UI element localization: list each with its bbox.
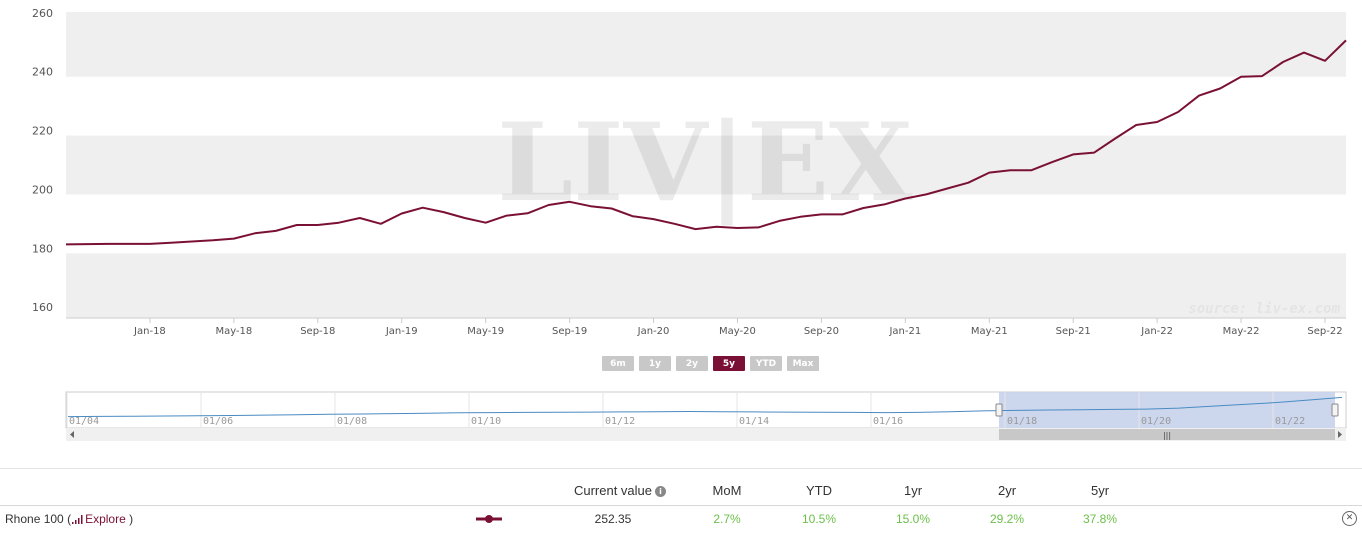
range-button-1y[interactable]: 1y xyxy=(639,356,671,371)
x-tick-label: Jan-20 xyxy=(637,326,670,337)
x-axis: Jan-18 May-18 Sep-18 Jan-19 May-19 Sep-19 Jan-… xyxy=(133,318,1343,337)
navigator-ticks: 01/04 01/06 01/08 01/10 01/12 01/14 01/16 01/18… xyxy=(66,392,1305,428)
y-tick-label: 160 xyxy=(32,301,53,314)
range-button-2y[interactable]: 2y xyxy=(676,356,708,371)
series-legend-marker-icon xyxy=(476,515,502,523)
y-tick-label: 240 xyxy=(32,66,53,79)
bar-chart-icon xyxy=(72,515,83,524)
range-button-5y[interactable]: 5y xyxy=(713,356,745,371)
x-tick-label: Sep-18 xyxy=(300,326,335,337)
navigator-tick-label: 01/14 xyxy=(739,416,769,427)
navigator-left-handle[interactable] xyxy=(995,403,1003,417)
scroll-left-arrow-icon[interactable] xyxy=(70,431,74,438)
navigator-tick-label: 01/18 xyxy=(1007,416,1037,427)
range-selector: 6m 1y 2y 5y YTD Max xyxy=(602,356,819,371)
x-tick-label: May-19 xyxy=(467,326,504,337)
y-axis: 160 180 200 220 240 260 xyxy=(32,7,53,314)
x-tick-label: May-18 xyxy=(215,326,252,337)
navigator-tick-label: 01/12 xyxy=(605,416,635,427)
navigator-tick-label: 01/04 xyxy=(69,416,99,427)
navigator-tick-label: 01/20 xyxy=(1141,416,1171,427)
plot-band xyxy=(66,12,1346,18)
x-tick-label: Sep-20 xyxy=(804,326,839,337)
index-row-rhone-100: Rhone 100 (Explore ) 252.35 2.7% 10.5% 1… xyxy=(0,512,1362,528)
navigator-tick-label: 01/08 xyxy=(337,416,367,427)
source-watermark: source: liv-ex.com xyxy=(1188,301,1340,317)
chart-area: LIV|EX source: liv-ex.com 160 180 200 220 24… xyxy=(32,7,1347,441)
scroll-right-arrow-icon[interactable] xyxy=(1338,431,1342,438)
plot-band xyxy=(66,253,1346,313)
current-value: 252.35 xyxy=(594,512,632,526)
info-icon[interactable]: i xyxy=(655,486,667,497)
plot-band xyxy=(66,312,1346,318)
navigator-tick-label: 01/06 xyxy=(203,416,233,427)
index-name-cell: Rhone 100 (Explore ) xyxy=(5,512,134,526)
plot-band xyxy=(66,17,1346,77)
header-2yr: 2yr xyxy=(997,483,1017,498)
y-tick-label: 180 xyxy=(32,242,53,255)
explore-link[interactable]: Explore xyxy=(85,512,126,526)
navigator-tick-label: 01/10 xyxy=(471,416,501,427)
livex-watermark: LIV|EX xyxy=(497,100,913,226)
5yr-value: 37.8% xyxy=(1082,512,1118,526)
2yr-value: 29.2% xyxy=(989,512,1025,526)
range-button-max[interactable]: Max xyxy=(787,356,819,371)
y-tick-label: 220 xyxy=(32,125,53,138)
header-mom: MoM xyxy=(712,483,742,498)
summary-header-row: Current value i MoM YTD 1yr 2yr 5yr xyxy=(0,483,1362,499)
y-tick-label: 200 xyxy=(32,183,53,196)
1yr-value: 15.0% xyxy=(895,512,931,526)
summary-row-divider xyxy=(0,505,1362,506)
x-tick-label: Sep-21 xyxy=(1056,326,1091,337)
remove-row-close-icon[interactable]: ✕ xyxy=(1342,511,1357,526)
scrollbar-grip-icon: ||| xyxy=(1163,431,1171,440)
plot-band xyxy=(66,135,1346,195)
plot-bands xyxy=(66,12,1346,319)
range-button-ytd[interactable]: YTD xyxy=(750,356,782,371)
header-1yr: 1yr xyxy=(903,483,923,498)
x-tick-label: Sep-19 xyxy=(552,326,587,337)
x-tick-label: May-21 xyxy=(971,326,1008,337)
range-button-6m[interactable]: 6m xyxy=(602,356,634,371)
navigator-tick-label: 01/22 xyxy=(1275,416,1305,427)
index-name: Rhone 100 xyxy=(5,512,64,526)
navigator-tick-label: 01/16 xyxy=(873,416,903,427)
ytd-value: 10.5% xyxy=(801,512,837,526)
x-tick-label: May-20 xyxy=(719,326,756,337)
x-tick-label: Jan-22 xyxy=(1140,326,1173,337)
summary-separator xyxy=(0,468,1362,469)
watermark-text: LIV|EX xyxy=(497,100,913,226)
navigator-scrollbar-thumb[interactable] xyxy=(999,429,1335,440)
x-tick-label: Jan-21 xyxy=(888,326,921,337)
navigator-series-line xyxy=(67,396,1343,418)
x-tick-label: Jan-18 xyxy=(133,326,166,337)
y-tick-label: 260 xyxy=(32,7,53,20)
header-5yr: 5yr xyxy=(1090,483,1110,498)
navigator-right-handle[interactable] xyxy=(1331,403,1339,417)
header-ytd: YTD xyxy=(806,483,832,498)
x-tick-label: May-22 xyxy=(1223,326,1260,337)
series-line-rhone-100 xyxy=(65,39,1347,246)
header-current-value: Current value i xyxy=(565,483,675,498)
mom-value: 2.7% xyxy=(713,512,741,526)
x-tick-label: Sep-22 xyxy=(1307,326,1342,337)
x-tick-label: Jan-19 xyxy=(385,326,418,337)
